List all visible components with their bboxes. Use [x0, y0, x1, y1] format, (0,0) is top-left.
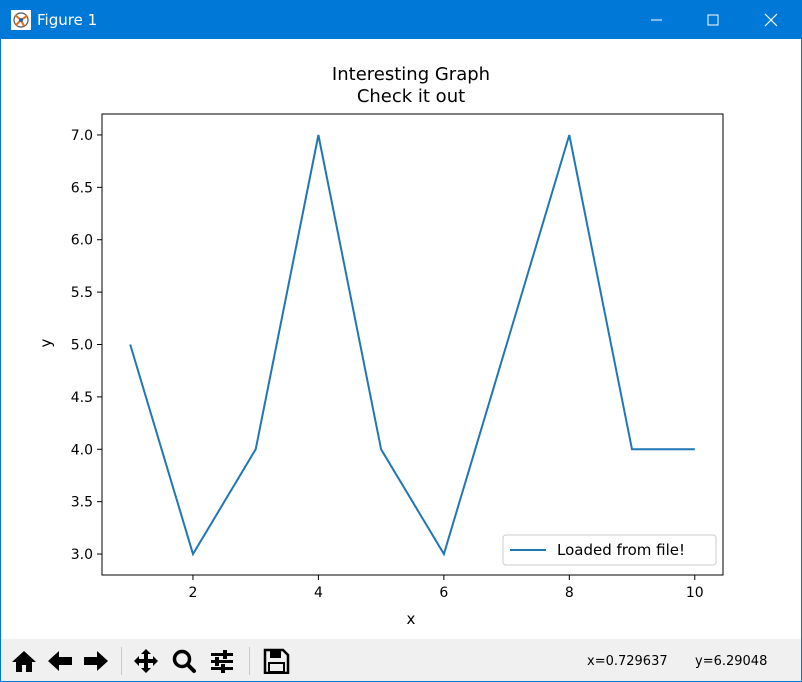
x-axis-label: x [407, 610, 416, 628]
pan-icon [134, 649, 158, 673]
plot-area [101, 113, 724, 576]
configure-subplots-button[interactable] [205, 645, 239, 677]
forward-arrow-icon [84, 651, 108, 671]
x-tick-label: 2 [188, 585, 197, 601]
x-tick-label: 8 [565, 585, 574, 601]
maximize-button[interactable] [685, 1, 741, 39]
zoom-icon [172, 649, 196, 673]
legend-label: Loaded from file! [557, 541, 685, 559]
home-icon [12, 651, 36, 672]
y-tick-label: 4.5 [71, 390, 93, 406]
home-button[interactable] [7, 645, 41, 677]
chart-title: Interesting Graph [332, 64, 490, 85]
minimize-button[interactable] [629, 1, 685, 39]
y-tick-label: 3.0 [71, 547, 93, 563]
window-title: Figure 1 [37, 11, 98, 29]
figure-canvas[interactable]: Interesting Graph Check it out 2 4 6 8 10 3.0… [1, 39, 801, 639]
zoom-button[interactable] [167, 645, 201, 677]
navigation-toolbar: x=0.729637 y=6.29048 [1, 639, 801, 681]
y-tick-label: 6.5 [71, 180, 93, 196]
save-icon [263, 648, 290, 674]
y-tick-label: 7.0 [71, 128, 93, 144]
x-tick-label: 4 [314, 585, 323, 601]
close-icon [764, 13, 778, 27]
legend: Loaded from file! [502, 534, 717, 566]
app-icon [11, 10, 31, 30]
configure-subplots-icon [211, 650, 233, 673]
y-tick-label: 5.5 [71, 285, 93, 301]
legend-box [502, 534, 717, 566]
save-button[interactable] [259, 645, 293, 677]
x-tick-label: 10 [686, 585, 704, 601]
series-line [129, 134, 695, 557]
y-tick-label: 6.0 [71, 233, 93, 249]
forward-button[interactable] [79, 645, 113, 677]
close-button[interactable] [743, 1, 799, 39]
toolbar-separator [121, 647, 122, 675]
chart-subtitle: Check it out [357, 86, 465, 107]
x-tick-label: 6 [439, 585, 448, 601]
y-tick-label: 5.0 [71, 338, 93, 354]
y-axis-label: y [37, 338, 55, 347]
back-button[interactable] [43, 645, 77, 677]
title-bar[interactable]: Figure 1 [1, 1, 801, 39]
minimize-icon [651, 19, 662, 21]
cursor-y-readout: y=6.29048 [695, 654, 768, 669]
back-arrow-icon [48, 651, 72, 671]
y-tick-label: 4.0 [71, 442, 93, 458]
cursor-x-readout: x=0.729637 [587, 654, 668, 669]
toolbar-separator [249, 647, 250, 675]
maximize-icon [707, 14, 719, 26]
pan-button[interactable] [129, 645, 163, 677]
y-tick-label: 3.5 [71, 495, 93, 511]
